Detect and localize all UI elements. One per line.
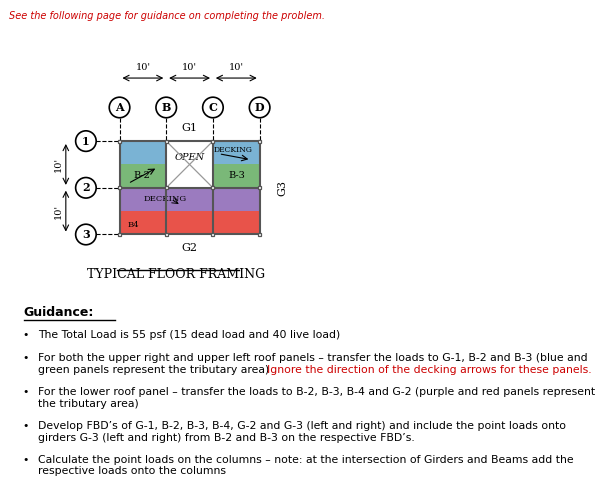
Text: •: • xyxy=(22,353,29,363)
Bar xyxy=(118,233,121,236)
Text: green panels represent the tributary area): green panels represent the tributary are… xyxy=(39,365,280,375)
Text: the tributary area): the tributary area) xyxy=(39,400,139,409)
Text: respective loads onto the columns: respective loads onto the columns xyxy=(39,466,226,476)
Circle shape xyxy=(76,178,96,198)
Text: See the following page for guidance on completing the problem.: See the following page for guidance on c… xyxy=(9,11,325,21)
Text: 10': 10' xyxy=(53,204,62,219)
Bar xyxy=(211,186,214,189)
Bar xyxy=(120,141,166,164)
Text: 10': 10' xyxy=(135,63,150,72)
Text: A: A xyxy=(115,102,124,113)
Text: 1: 1 xyxy=(82,136,90,147)
Text: For both the upper right and upper left roof panels – transfer the loads to G-1,: For both the upper right and upper left … xyxy=(39,353,588,363)
Text: 10': 10' xyxy=(182,63,197,72)
Text: Calculate the point loads on the columns – note: at the intersection of Girders : Calculate the point loads on the columns… xyxy=(39,455,574,464)
Text: girders G-3 (left and right) from B-2 and B-3 on the respective FBD’s.: girders G-3 (left and right) from B-2 an… xyxy=(39,433,415,443)
Bar xyxy=(118,186,121,189)
Text: •: • xyxy=(22,330,29,340)
Text: 3: 3 xyxy=(82,229,90,240)
Bar xyxy=(120,188,260,211)
Text: 10': 10' xyxy=(229,63,244,72)
Text: G3: G3 xyxy=(277,180,288,196)
Text: DECKING: DECKING xyxy=(213,147,252,154)
Bar xyxy=(258,233,261,236)
Circle shape xyxy=(76,131,96,152)
Text: For the lower roof panel – transfer the loads to B-2, B-3, B-4 and G-2 (purple a: For the lower roof panel – transfer the … xyxy=(39,387,596,398)
Text: DECKING: DECKING xyxy=(144,195,187,203)
Bar xyxy=(213,141,260,164)
Text: G1: G1 xyxy=(182,123,198,133)
Circle shape xyxy=(76,224,96,245)
Text: B4: B4 xyxy=(128,221,140,229)
Bar xyxy=(258,186,261,189)
Text: OPEN: OPEN xyxy=(175,153,205,162)
Text: Ignore the direction of the decking arrows for these panels.: Ignore the direction of the decking arro… xyxy=(267,365,591,375)
Text: B-2: B-2 xyxy=(133,171,150,180)
Bar xyxy=(118,140,121,143)
Bar xyxy=(213,164,260,188)
Bar xyxy=(120,164,166,188)
Text: Develop FBD’s of G-1, B-2, B-3, B-4, G-2 and G-3 (left and right) and include th: Develop FBD’s of G-1, B-2, B-3, B-4, G-2… xyxy=(39,421,567,431)
Bar xyxy=(165,233,168,236)
Circle shape xyxy=(156,97,176,118)
Text: B: B xyxy=(161,102,171,113)
Bar xyxy=(165,186,168,189)
Circle shape xyxy=(109,97,130,118)
Text: •: • xyxy=(22,421,29,431)
Text: D: D xyxy=(255,102,265,113)
Text: G2: G2 xyxy=(182,243,198,252)
Circle shape xyxy=(249,97,270,118)
Bar xyxy=(211,140,214,143)
Text: B-3: B-3 xyxy=(229,171,246,180)
Bar xyxy=(166,141,213,188)
Text: C: C xyxy=(208,102,217,113)
Text: Guidance:: Guidance: xyxy=(24,306,94,319)
Circle shape xyxy=(203,97,223,118)
Bar xyxy=(120,211,260,235)
Text: TYPICAL FLOOR FRAMING: TYPICAL FLOOR FRAMING xyxy=(86,268,265,281)
Bar xyxy=(165,140,168,143)
Bar xyxy=(258,140,261,143)
Text: 2: 2 xyxy=(82,183,90,193)
Text: The Total Load is 55 psf (15 dead load and 40 live load): The Total Load is 55 psf (15 dead load a… xyxy=(39,330,341,340)
Text: •: • xyxy=(22,387,29,398)
Text: •: • xyxy=(22,455,29,464)
Text: 10': 10' xyxy=(53,157,62,172)
Bar xyxy=(211,233,214,236)
